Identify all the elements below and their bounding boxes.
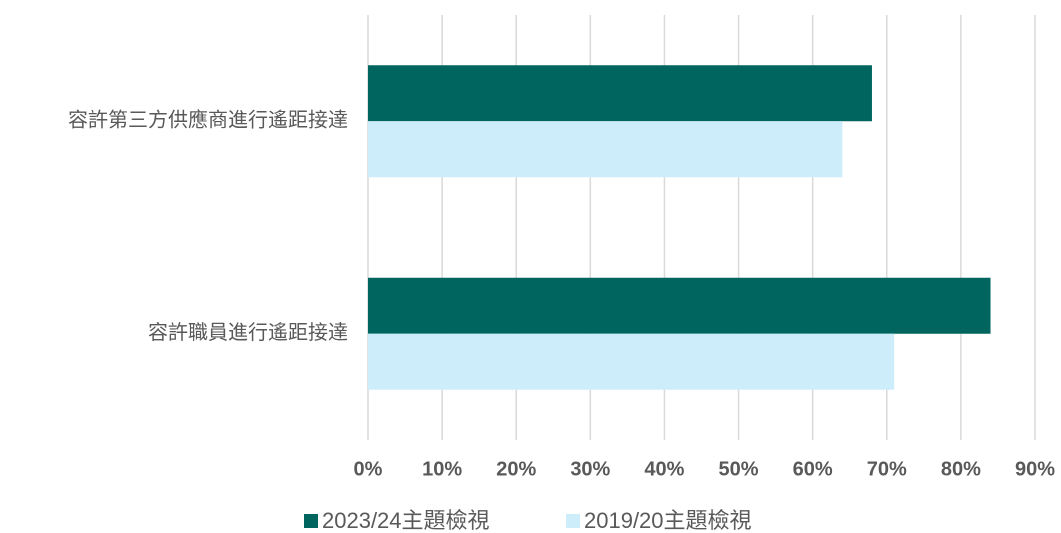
legend-swatch <box>566 514 580 528</box>
x-tick-label: 40% <box>644 458 684 480</box>
x-tick-label: 50% <box>719 458 759 480</box>
x-tick-label: 60% <box>793 458 833 480</box>
legend-label: 2019/20主題檢視 <box>584 508 752 533</box>
legend-label: 2023/24主題檢視 <box>322 508 490 533</box>
bar <box>368 65 872 122</box>
bar <box>368 121 843 178</box>
y-tick-label: 容許第三方供應商進行遙距接達 <box>68 108 348 132</box>
bar <box>368 277 991 334</box>
x-tick-label: 20% <box>496 458 536 480</box>
x-tick-label: 0% <box>354 458 383 480</box>
y-tick-label: 容許職員進行遙距接達 <box>148 321 348 344</box>
x-tick-label: 30% <box>570 458 610 480</box>
x-tick-label: 70% <box>867 458 907 480</box>
x-tick-label: 80% <box>941 458 981 480</box>
x-tick-label: 90% <box>1015 458 1055 480</box>
legend-swatch <box>304 514 318 528</box>
bar <box>368 333 895 390</box>
x-tick-label: 10% <box>422 458 462 480</box>
